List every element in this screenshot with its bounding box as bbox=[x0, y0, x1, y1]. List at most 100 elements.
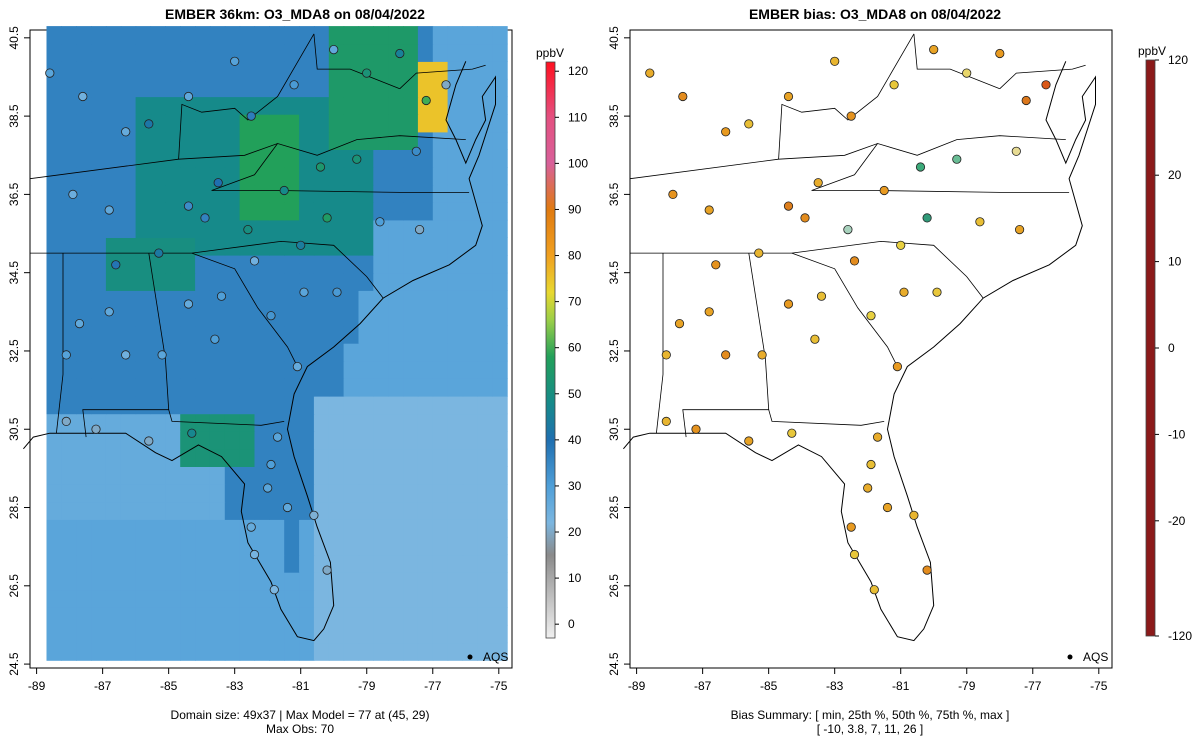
grid-cell bbox=[492, 255, 508, 274]
grid-cell bbox=[195, 184, 211, 203]
grid-cell bbox=[358, 149, 374, 168]
grid-cell bbox=[120, 360, 137, 379]
grid-cell bbox=[388, 343, 404, 362]
colorbar-tick-label: 0 bbox=[1168, 341, 1175, 355]
grid-cell bbox=[165, 519, 181, 538]
state-boundary bbox=[630, 240, 984, 299]
grid-cell bbox=[150, 78, 166, 98]
grid-cell bbox=[403, 325, 419, 344]
grid-cell bbox=[432, 167, 449, 186]
site-marker bbox=[322, 213, 332, 223]
grid-cell bbox=[358, 607, 374, 626]
site-marker bbox=[661, 416, 671, 426]
grid-cell bbox=[224, 624, 241, 644]
grid-cell bbox=[373, 202, 389, 221]
grid-cell bbox=[76, 131, 92, 150]
grid-cell bbox=[165, 589, 181, 608]
grid-cell bbox=[388, 360, 404, 379]
grid-cell bbox=[135, 255, 152, 274]
grid-cell bbox=[46, 167, 62, 186]
colorbar-tick-label: -20 bbox=[1168, 514, 1186, 528]
grid-cell bbox=[417, 572, 434, 591]
site-marker bbox=[863, 483, 873, 493]
colorbar-tick-label: 10 bbox=[1168, 255, 1182, 269]
grid-cell bbox=[46, 572, 62, 591]
grid-cell bbox=[343, 78, 360, 98]
grid-cell bbox=[180, 607, 196, 626]
grid-cell bbox=[135, 272, 152, 291]
grid-cell bbox=[343, 184, 360, 203]
grid-cell bbox=[403, 219, 419, 238]
model-grid bbox=[46, 26, 508, 661]
grid-cell bbox=[76, 413, 92, 432]
grid-cell bbox=[328, 589, 345, 608]
grid-cell bbox=[180, 589, 196, 608]
grid-cell bbox=[284, 61, 300, 80]
grid-cell bbox=[254, 237, 270, 256]
grid-cell bbox=[432, 484, 449, 503]
grid-cell bbox=[105, 642, 122, 661]
grid-cell bbox=[373, 431, 389, 450]
grid-cell bbox=[388, 589, 404, 608]
grid-cell bbox=[432, 360, 449, 379]
grid-cell bbox=[462, 43, 478, 62]
grid-cell bbox=[313, 448, 330, 467]
grid-cell bbox=[165, 642, 181, 661]
grid-cell bbox=[180, 78, 196, 98]
grid-cell bbox=[417, 396, 434, 415]
grid-cell bbox=[195, 325, 211, 344]
grid-cell bbox=[313, 572, 330, 591]
grid-cell bbox=[195, 272, 211, 291]
site-marker bbox=[892, 361, 902, 372]
grid-cell bbox=[313, 589, 330, 608]
grid-cell bbox=[91, 624, 107, 644]
grid-cell bbox=[195, 219, 211, 238]
grid-cell bbox=[492, 536, 508, 556]
lat-tick-label: 30.5 bbox=[7, 417, 21, 441]
grid-cell bbox=[388, 131, 404, 150]
grid-cell bbox=[61, 272, 77, 291]
grid-cell bbox=[284, 572, 300, 591]
grid-cell bbox=[61, 519, 77, 538]
grid-cell bbox=[373, 396, 389, 415]
grid-cell bbox=[447, 572, 464, 591]
grid-cell bbox=[150, 484, 166, 503]
grid-cell bbox=[477, 343, 493, 362]
grid-cell bbox=[135, 78, 152, 98]
grid-cell bbox=[254, 96, 270, 115]
grid-cell bbox=[388, 149, 404, 168]
site-marker bbox=[872, 432, 883, 442]
grid-cell bbox=[373, 149, 389, 168]
grid-cell bbox=[91, 61, 107, 80]
site-marker bbox=[362, 68, 372, 78]
grid-cell bbox=[46, 343, 62, 362]
grid-cell bbox=[239, 131, 256, 150]
grid-cell bbox=[91, 360, 107, 379]
grid-cell bbox=[432, 202, 449, 221]
site-marker bbox=[269, 585, 279, 595]
grid-cell bbox=[46, 43, 62, 62]
grid-cell bbox=[313, 325, 330, 344]
grid-cell bbox=[195, 343, 211, 362]
site-marker bbox=[144, 436, 154, 446]
grid-cell bbox=[417, 307, 434, 327]
colorbar-tick-label: -120 bbox=[1168, 629, 1192, 643]
grid-cell bbox=[284, 255, 300, 274]
grid-cell bbox=[46, 219, 62, 238]
grid-cell bbox=[462, 114, 478, 133]
site-marker bbox=[395, 48, 405, 59]
grid-cell bbox=[462, 96, 478, 115]
grid-cell bbox=[447, 325, 464, 344]
grid-cell bbox=[165, 554, 181, 573]
grid-cell bbox=[299, 589, 315, 608]
site-marker bbox=[411, 146, 421, 156]
grid-cell bbox=[328, 466, 345, 485]
grid-cell bbox=[417, 61, 434, 80]
grid-cell bbox=[105, 78, 122, 98]
grid-cell bbox=[492, 378, 508, 397]
grid-cell bbox=[284, 466, 300, 485]
grid-cell bbox=[224, 272, 241, 291]
grid-cell bbox=[477, 255, 493, 274]
grid-cell bbox=[403, 61, 419, 80]
grid-cell bbox=[403, 202, 419, 221]
